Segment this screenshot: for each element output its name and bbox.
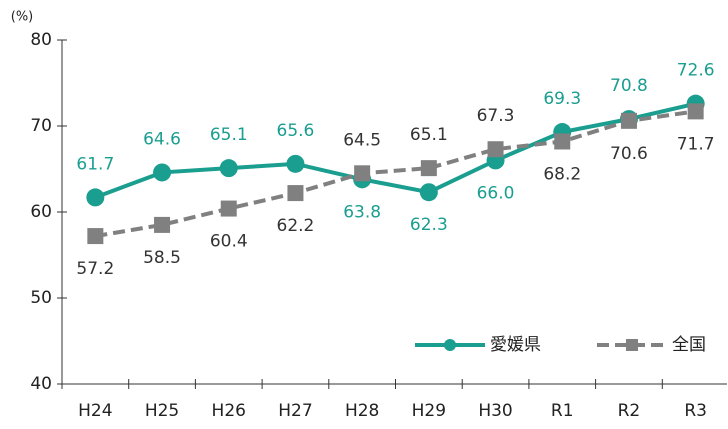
marker	[219, 159, 238, 178]
marker	[86, 188, 105, 207]
y-unit-label: (%)	[11, 10, 34, 25]
x-tick-label: H27	[278, 401, 312, 421]
marker	[687, 103, 704, 120]
data-label: 65.6	[277, 121, 315, 141]
marker	[420, 160, 437, 177]
data-label: 65.1	[410, 125, 448, 145]
data-label: 70.8	[610, 76, 648, 96]
marker	[87, 228, 104, 245]
data-label: 66.0	[477, 183, 515, 203]
x-tick-label: H24	[78, 401, 112, 421]
y-tick-label: 50	[30, 288, 52, 308]
data-label: 64.6	[143, 129, 181, 149]
y-tick-label: 40	[30, 374, 52, 394]
legend-marker	[444, 339, 456, 351]
y-tick-label: 70	[30, 116, 52, 136]
marker	[419, 183, 438, 202]
marker	[220, 200, 237, 217]
y-tick-label: 60	[30, 202, 52, 222]
data-label: 65.1	[210, 125, 248, 145]
data-label: 62.3	[410, 215, 448, 235]
marker	[287, 185, 304, 202]
data-label: 69.3	[543, 89, 581, 109]
data-label: 71.7	[677, 134, 715, 154]
x-tick-label: H26	[212, 401, 246, 421]
data-label: 62.2	[277, 216, 315, 236]
series-line	[94, 101, 697, 200]
marker	[554, 133, 571, 150]
data-label: 70.6	[610, 144, 648, 164]
x-tick-label: R3	[684, 401, 707, 421]
marker	[620, 112, 637, 129]
x-tick-label: R2	[618, 401, 641, 421]
marker	[153, 163, 172, 182]
data-label: 58.5	[143, 248, 181, 268]
data-label: 68.2	[543, 164, 581, 184]
legend-label: 全国	[672, 335, 706, 355]
series-line	[95, 109, 696, 239]
marker	[286, 154, 305, 173]
data-label: 60.4	[210, 232, 248, 252]
data-label: 72.6	[677, 61, 715, 81]
legend-label: 愛媛県	[490, 335, 541, 355]
data-label: 61.7	[76, 154, 114, 174]
x-tick-label: H25	[145, 401, 179, 421]
data-label: 57.2	[76, 259, 114, 279]
marker	[487, 141, 504, 158]
x-tick-label: R1	[551, 401, 574, 421]
marker	[154, 216, 171, 233]
y-tick-label: 80	[30, 30, 52, 50]
data-label: 63.8	[343, 202, 381, 222]
x-tick-label: H30	[478, 401, 512, 421]
x-tick-label: H29	[412, 401, 446, 421]
data-label: 64.5	[343, 130, 381, 150]
legend-marker	[626, 339, 638, 351]
marker	[354, 165, 371, 182]
x-tick-label: H28	[345, 401, 379, 421]
data-label: 67.3	[477, 106, 515, 126]
